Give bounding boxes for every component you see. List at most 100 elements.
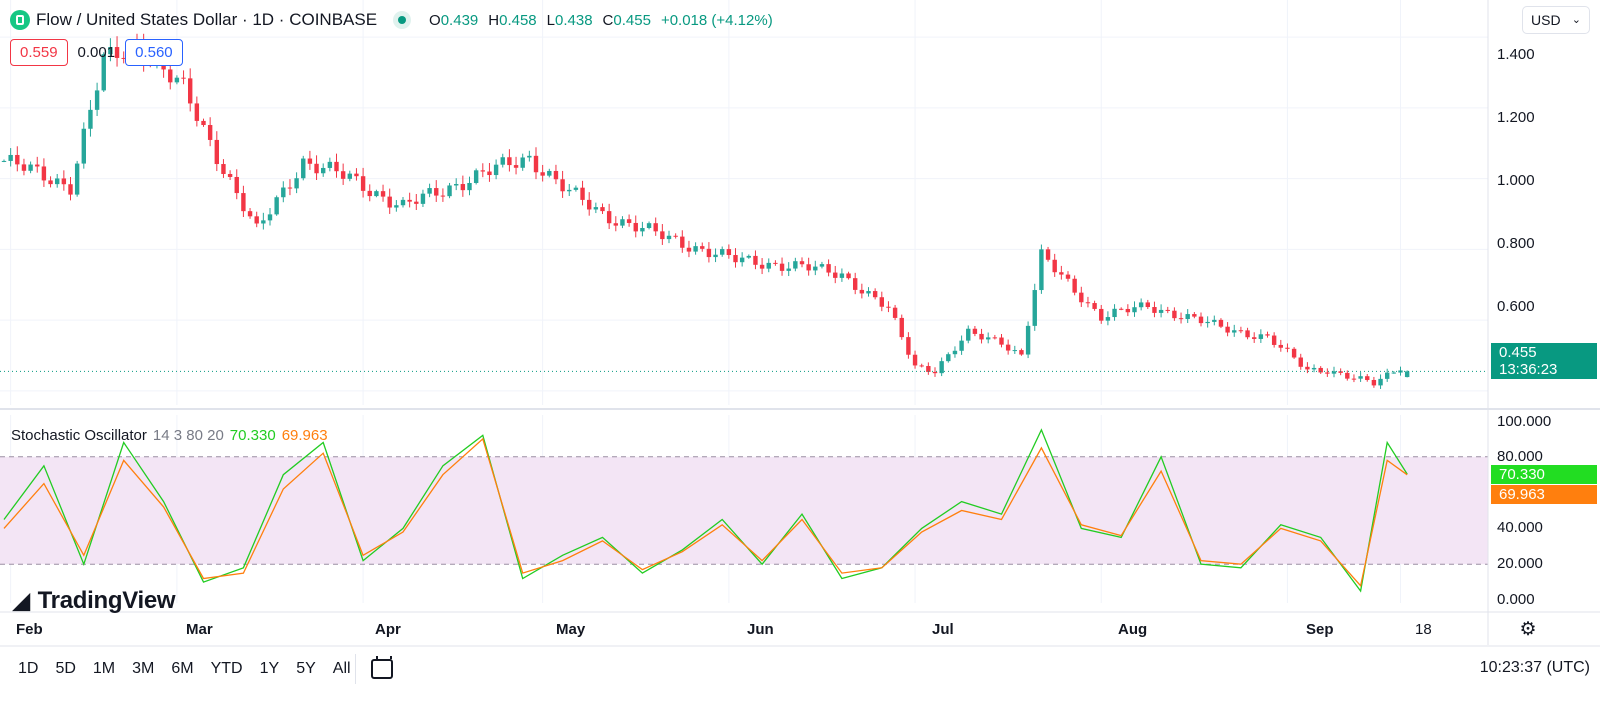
candle xyxy=(952,346,958,358)
range-1y[interactable]: 1Y xyxy=(259,660,280,677)
candle xyxy=(1099,304,1104,324)
candle xyxy=(899,314,904,340)
candle xyxy=(547,168,552,178)
candle xyxy=(1258,329,1264,343)
candle xyxy=(733,248,738,268)
utc-clock[interactable]: 10:23:37 (UTC) xyxy=(1479,659,1590,676)
low-value: 0.438 xyxy=(555,11,593,29)
candle xyxy=(48,176,53,188)
candle xyxy=(194,96,200,127)
chevron-down-icon: ⌄ xyxy=(1571,14,1581,26)
candle xyxy=(1271,332,1277,348)
candle xyxy=(906,332,911,359)
candle xyxy=(1119,307,1124,311)
candle xyxy=(1092,300,1097,311)
candle xyxy=(1325,368,1330,377)
currency-select[interactable]: USD ⌄ xyxy=(1522,6,1590,34)
candle xyxy=(407,192,412,208)
range-1m[interactable]: 1M xyxy=(92,660,116,677)
candle xyxy=(274,195,279,216)
range-5d[interactable]: 5D xyxy=(55,660,76,677)
candle xyxy=(573,185,579,192)
candle xyxy=(879,291,884,312)
candle xyxy=(986,332,991,344)
candle xyxy=(467,176,472,196)
candle xyxy=(1059,265,1064,280)
candle xyxy=(753,250,758,270)
range-selector: 1D 5D 1M 3M 6M YTD 1Y 5Y All xyxy=(18,660,351,678)
range-5y[interactable]: 5Y xyxy=(296,660,316,677)
close-label: C xyxy=(602,11,614,29)
market-status-icon[interactable] xyxy=(393,11,412,29)
candle xyxy=(480,163,485,178)
candle xyxy=(227,170,233,180)
candle xyxy=(972,325,978,337)
candle xyxy=(414,194,419,210)
candle xyxy=(434,180,439,202)
settings-gear-icon[interactable]: ⚙ xyxy=(1519,619,1537,640)
range-3m[interactable]: 3M xyxy=(132,660,155,677)
stoch-k-line xyxy=(3,428,1408,593)
candle xyxy=(620,216,625,229)
candle xyxy=(779,257,785,276)
candle xyxy=(28,161,33,174)
sell-price-box[interactable]: 0.559 xyxy=(10,39,68,66)
candle xyxy=(174,75,180,85)
buy-price-box[interactable]: 0.560 xyxy=(125,39,183,66)
candle xyxy=(813,260,818,276)
candle xyxy=(188,68,193,112)
candle xyxy=(593,202,599,214)
candle xyxy=(427,183,432,198)
candle xyxy=(1065,271,1071,282)
candle xyxy=(846,271,851,280)
bid-ask-group: 0.559 0.001 0.560 xyxy=(10,39,183,66)
range-6m[interactable]: 6M xyxy=(171,660,194,677)
candle xyxy=(108,38,113,62)
candle xyxy=(360,167,366,198)
tradingview-logo[interactable]: ◢ TradingView xyxy=(13,587,176,615)
candle xyxy=(567,183,572,196)
stoch-tick: 0.000 xyxy=(1497,591,1535,608)
candle xyxy=(301,155,306,181)
candle xyxy=(892,304,898,321)
candle xyxy=(640,221,645,237)
candle xyxy=(1351,374,1357,383)
candle xyxy=(1371,376,1377,388)
k-value-label: 70.330 xyxy=(1491,465,1597,484)
stochastic-legend[interactable]: Stochastic Oscillator 14 3 80 20 70.330 … xyxy=(11,427,328,444)
candle xyxy=(440,188,446,202)
candle xyxy=(633,215,638,238)
indicator-name: Stochastic Oscillator xyxy=(11,427,147,444)
candle xyxy=(400,196,406,208)
candle xyxy=(460,175,466,197)
candle xyxy=(673,233,678,239)
candle xyxy=(88,100,93,137)
candle xyxy=(533,147,539,180)
candle xyxy=(1252,332,1257,343)
indicator-params: 14 3 80 20 xyxy=(152,427,224,444)
calendar-go-to-date-icon[interactable] xyxy=(370,656,393,679)
candle xyxy=(999,334,1004,348)
candle xyxy=(1025,321,1031,359)
candle xyxy=(380,184,386,202)
candle xyxy=(1045,246,1051,262)
stoch-d-line xyxy=(3,437,1408,588)
candle xyxy=(1105,311,1111,326)
candle xyxy=(886,301,891,313)
range-ytd[interactable]: YTD xyxy=(210,660,243,677)
candle xyxy=(520,153,525,171)
candle xyxy=(281,181,286,203)
candle xyxy=(473,168,479,185)
range-all[interactable]: All xyxy=(332,660,351,677)
last-price-value: 0.455 xyxy=(1499,344,1537,361)
symbol-title[interactable]: Flow / United States Dollar · 1D · COINB… xyxy=(36,10,378,29)
candle xyxy=(207,117,213,147)
candle xyxy=(1185,309,1190,324)
candle xyxy=(1032,283,1037,331)
candle xyxy=(394,200,399,212)
range-1d[interactable]: 1D xyxy=(18,660,39,677)
candle xyxy=(700,242,705,252)
candle xyxy=(979,328,984,344)
candle xyxy=(221,159,226,178)
